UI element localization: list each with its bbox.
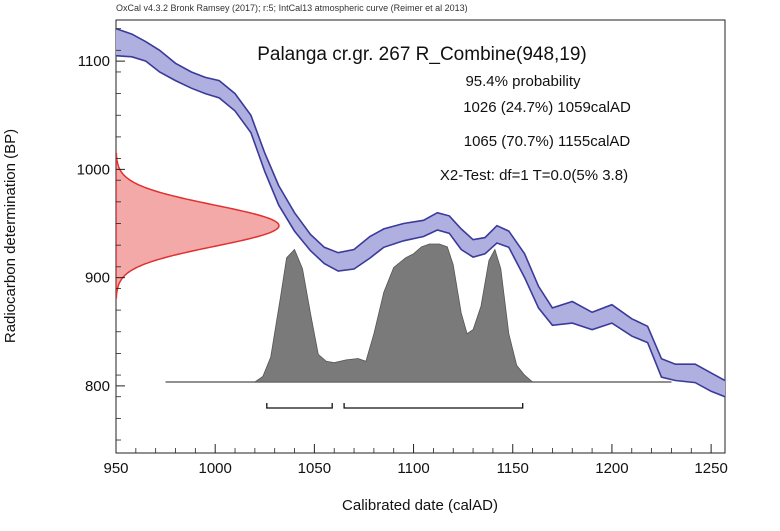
x-tick-label: 1250	[694, 460, 727, 477]
x-tick-label: 1000	[198, 460, 231, 477]
x-tick-label: 1200	[595, 460, 628, 477]
x-axis-label: Calibrated date (calAD)	[342, 497, 498, 514]
calibration-curve-band	[116, 28, 725, 397]
probability-ranges	[266, 403, 524, 409]
range-1-label: 1026 (24.7%) 1059calAD	[463, 99, 631, 116]
y-tick-label: 1000	[77, 161, 110, 178]
y-axis-ticks: 800 900 1000 1100	[77, 28, 125, 441]
x-tick-label: 1100	[397, 460, 429, 477]
radiocarbon-measurement-distribution	[116, 152, 280, 299]
chart-title: Palanga cr.gr. 267 R_Combine(948,19)	[257, 44, 587, 65]
range-2-label: 1065 (70.7%) 1155calAD	[464, 133, 631, 150]
x-axis-ticks: 950 1000 1050 1100 1150 1200 1250	[103, 444, 728, 477]
y-tick-label: 1100	[78, 53, 110, 70]
y-tick-label: 800	[85, 378, 110, 395]
header-text: OxCal v4.3.2 Bronk Ramsey (2017); r:5; I…	[116, 3, 468, 13]
calibration-curve-upper-line	[116, 27, 725, 382]
range-bracket-1	[266, 403, 333, 409]
probability-label: 95.4% probability	[465, 73, 581, 90]
x-tick-label: 1050	[298, 460, 331, 477]
x-tick-label: 950	[103, 460, 128, 477]
y-axis-label: Radiocarbon determination (BP)	[2, 129, 19, 343]
calibrated-date-distribution	[165, 243, 672, 383]
plot-content	[116, 27, 725, 409]
range-bracket-2	[343, 403, 524, 409]
y-tick-label: 900	[85, 270, 110, 287]
calibration-curve-lower-line	[116, 54, 725, 398]
x-tick-label: 1150	[497, 460, 529, 477]
chi-squared-label: X2-Test: df=1 T=0.0(5% 3.8)	[440, 167, 628, 184]
